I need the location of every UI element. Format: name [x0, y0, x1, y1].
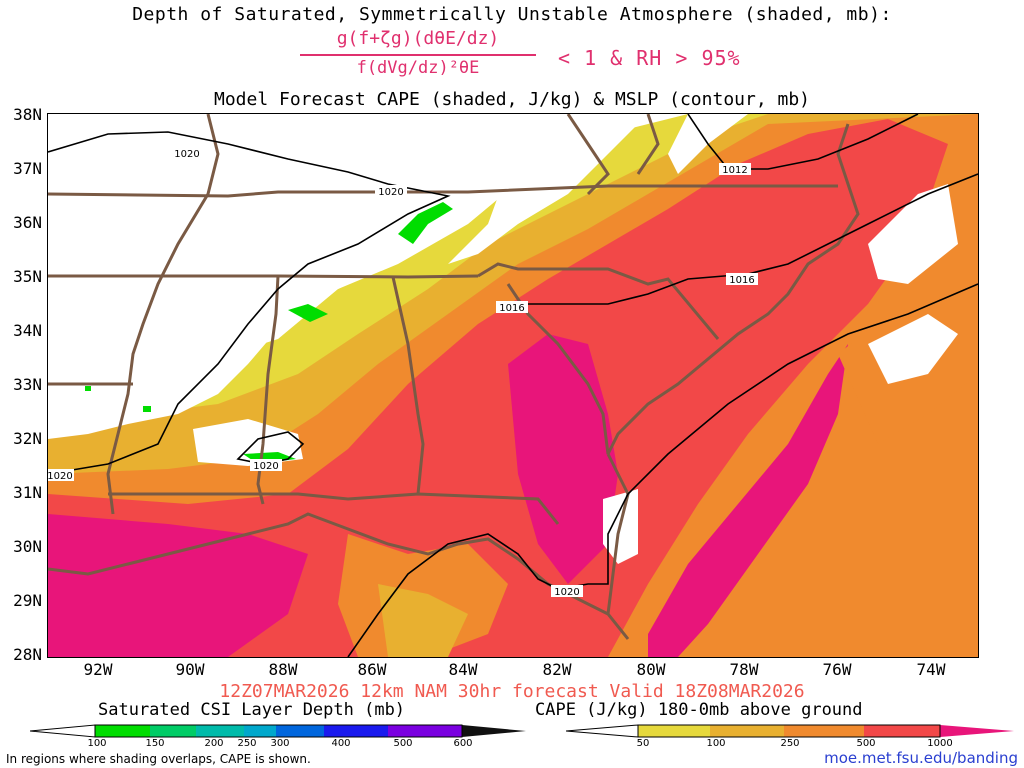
lon-label: 88W: [268, 660, 298, 679]
white-region-atlantic-1: [868, 184, 958, 284]
isobar-label: 1020: [378, 187, 403, 198]
csi-tick: 250: [237, 738, 257, 749]
lon-label: 90W: [175, 660, 205, 679]
formula-bar: [300, 54, 536, 56]
formula: g(f+ζg)(dθE/dz) f(dVg/dz)²θE: [300, 28, 536, 78]
csi-green-2: [288, 304, 328, 322]
lon-label: 74W: [916, 660, 946, 679]
formula-numerator: g(f+ζg)(dθE/dz): [336, 28, 500, 49]
csi-tick: 200: [204, 738, 224, 749]
cape-legend-label: CAPE (J/kg) 180-0mb above ground: [535, 700, 863, 720]
cape-colorbar: [566, 724, 1014, 738]
lon-label: 76W: [822, 660, 852, 679]
lat-label: 33N: [13, 375, 42, 394]
white-region-atlantic-2: [868, 314, 958, 384]
lon-label: 92W: [83, 660, 113, 679]
title-line-3: Model Forecast CAPE (shaded, J/kg) & MSL…: [213, 89, 811, 110]
isobars: [48, 114, 978, 657]
cape-magenta-band: [508, 334, 618, 584]
lat-label: 36N: [13, 213, 42, 232]
cape-red-field: [48, 119, 948, 657]
csi-green-4: [143, 406, 151, 412]
map-svg: 1020 1020 1020 1020 1012 1016 1016 1020: [48, 114, 978, 657]
cape-tick: 1000: [927, 738, 953, 749]
cape-tick: 500: [856, 738, 876, 749]
lat-label: 32N: [13, 429, 42, 448]
csi-legend-label: Saturated CSI Layer Depth (mb): [98, 700, 406, 720]
lat-label: 28N: [13, 645, 42, 664]
isobar-label: 1020: [253, 461, 278, 472]
csi-tick: 150: [145, 738, 165, 749]
overlap-footnote: In regions where shading overlaps, CAPE …: [6, 752, 311, 766]
csi-tick: 100: [87, 738, 107, 749]
forecast-valid-line: 12Z07MAR2026 12km NAM 30hr forecast Vali…: [219, 681, 805, 702]
lat-label: 37N: [13, 159, 42, 178]
cape-magenta-gulf: [48, 514, 308, 657]
lat-label: 35N: [13, 267, 42, 286]
formula-denominator: f(dVg/dz)²θE: [356, 58, 480, 78]
lat-label: 38N: [13, 105, 42, 124]
csi-tick: 600: [453, 738, 473, 749]
source-url-link[interactable]: moe.met.fsu.edu/banding: [824, 749, 1018, 767]
lon-label: 82W: [542, 660, 572, 679]
csi-tick: 500: [393, 738, 413, 749]
isobar-label: 1020: [174, 149, 199, 160]
title-line-1: Depth of Saturated, Symmetrically Unstab…: [132, 4, 892, 25]
lat-label: 30N: [13, 537, 42, 556]
csi-green-1: [398, 202, 453, 244]
forecast-map: 1020 1020 1020 1020 1012 1016 1016 1020: [47, 113, 979, 658]
lon-label: 86W: [357, 660, 387, 679]
csi-green-5: [85, 386, 91, 391]
isobar-label: 1016: [729, 275, 754, 286]
isobar-label: 1020: [48, 471, 73, 482]
cape-lightorange-gulf: [378, 584, 468, 657]
cape-magenta-atlantic: [648, 344, 848, 657]
isobar-label: 1020: [554, 587, 579, 598]
lon-label: 84W: [448, 660, 478, 679]
csi-tick: 300: [270, 738, 290, 749]
formula-condition: < 1 & RH > 95%: [558, 46, 741, 70]
isobar-labels: 1020 1020 1020 1020 1012 1016 1016 1020: [48, 147, 758, 598]
lat-label: 31N: [13, 483, 42, 502]
csi-colorbar: [30, 724, 526, 738]
csi-tick: 400: [331, 738, 351, 749]
lat-label: 29N: [13, 591, 42, 610]
lat-label: 34N: [13, 321, 42, 340]
cape-tick: 50: [636, 738, 650, 749]
state-boundaries: [48, 114, 860, 640]
lon-label: 78W: [729, 660, 759, 679]
cape-tick: 250: [780, 738, 800, 749]
isobar-label: 1016: [499, 303, 524, 314]
cape-tick: 100: [706, 738, 726, 749]
lon-label: 80W: [636, 660, 666, 679]
isobar-label: 1012: [722, 165, 747, 176]
